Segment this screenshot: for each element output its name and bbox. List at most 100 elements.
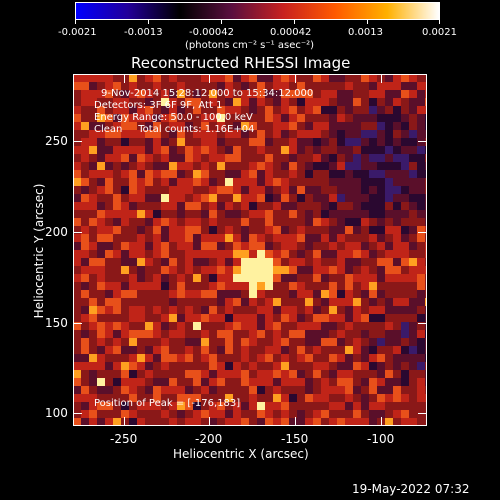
image-pixel (177, 346, 185, 354)
image-pixel (81, 314, 89, 322)
image-pixel (153, 354, 161, 362)
image-pixel (113, 386, 121, 394)
y-ticks (74, 141, 426, 414)
image-pixel (153, 178, 161, 186)
image-pixel (169, 394, 177, 402)
image-pixel (265, 250, 273, 258)
image-pixel (161, 154, 169, 162)
image-pixel (249, 322, 257, 330)
image-pixel (313, 170, 321, 178)
image-pixel (289, 266, 297, 274)
image-pixel (393, 138, 401, 146)
image-pixel (377, 250, 385, 258)
image-pixel (209, 386, 217, 394)
image-pixel (377, 138, 385, 146)
image-pixel (385, 402, 393, 410)
image-pixel (401, 314, 409, 322)
image-pixel (353, 138, 361, 146)
image-pixel (329, 138, 337, 146)
image-pixel (73, 314, 81, 322)
image-pixel (105, 362, 113, 370)
image-pixel (281, 322, 289, 330)
image-pixel (121, 186, 129, 194)
image-pixel (129, 314, 137, 322)
image-pixel (193, 370, 201, 378)
image-pixel (137, 130, 145, 138)
image-pixel (129, 410, 137, 418)
image-pixel (89, 322, 97, 330)
image-pixel (201, 266, 209, 274)
image-pixel (177, 170, 185, 178)
image-pixel (393, 106, 401, 114)
image-pixel (409, 330, 417, 338)
image-pixel (273, 226, 281, 234)
image-pixel (201, 386, 209, 394)
image-pixel (241, 154, 249, 162)
image-pixel (289, 202, 297, 210)
image-pixel (209, 186, 217, 194)
image-pixel (161, 258, 169, 266)
image-pixel (169, 418, 177, 426)
image-pixel (89, 330, 97, 338)
image-pixel (89, 218, 97, 226)
image-pixel (121, 258, 129, 266)
image-pixel (113, 282, 121, 290)
image-pixel (193, 210, 201, 218)
image-pixel (201, 346, 209, 354)
image-pixel (209, 234, 217, 242)
image-pixel (369, 274, 377, 282)
image-pixel (233, 418, 241, 426)
image-pixel (377, 202, 385, 210)
image-pixel (97, 98, 105, 106)
image-pixel (305, 138, 313, 146)
image-pixel (377, 146, 385, 154)
image-pixel (249, 130, 257, 138)
image-pixel (105, 354, 113, 362)
image-pixel (409, 394, 417, 402)
image-pixel (377, 226, 385, 234)
image-pixel (345, 226, 353, 234)
image-pixel (297, 202, 305, 210)
image-pixel (305, 266, 313, 274)
image-pixel (361, 370, 369, 378)
image-pixel (89, 170, 97, 178)
image-pixel (169, 82, 177, 90)
image-pixel (241, 106, 249, 114)
image-pixel (409, 410, 417, 418)
image-pixel (257, 282, 265, 290)
image-pixel (121, 242, 129, 250)
image-pixel (81, 122, 89, 130)
image-pixel (161, 354, 169, 362)
image-pixel (217, 218, 225, 226)
image-pixel (337, 170, 345, 178)
image-pixel (369, 130, 377, 138)
image-pixel (321, 362, 329, 370)
image-pixel (89, 306, 97, 314)
image-pixel (145, 338, 153, 346)
image-pixel (401, 346, 409, 354)
image-pixel (401, 210, 409, 218)
image-pixel (169, 290, 177, 298)
image-pixel (233, 338, 241, 346)
image-pixel (369, 298, 377, 306)
image-pixel (153, 218, 161, 226)
image-pixel (313, 146, 321, 154)
image-pixel (417, 402, 425, 410)
image-pixel (321, 314, 329, 322)
image-pixel (161, 362, 169, 370)
image-pixel (297, 322, 305, 330)
image-pixel (169, 154, 177, 162)
image-pixel (113, 130, 121, 138)
image-pixel (417, 90, 425, 98)
image-pixel (257, 250, 265, 258)
image-pixel (137, 146, 145, 154)
image-pixel (241, 418, 249, 426)
image-pixel (321, 378, 329, 386)
image-pixel (417, 242, 425, 250)
image-pixel (169, 138, 177, 146)
image-pixel (153, 370, 161, 378)
image-pixel (369, 394, 377, 402)
image-pixel (193, 74, 201, 82)
image-pixel (241, 330, 249, 338)
image-pixel (105, 186, 113, 194)
